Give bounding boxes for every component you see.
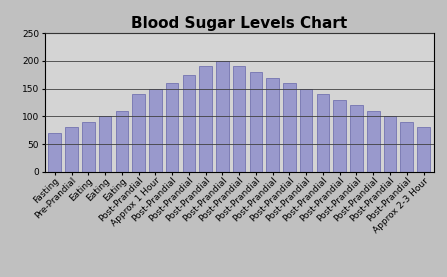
Bar [316, 94, 329, 172]
Bar [166, 83, 178, 172]
Bar [417, 127, 430, 172]
Bar [182, 75, 195, 172]
Bar [99, 116, 111, 172]
Bar [333, 100, 346, 172]
Bar [350, 105, 363, 172]
Bar [115, 111, 128, 172]
Bar [48, 133, 61, 172]
Bar [132, 94, 145, 172]
Bar [233, 66, 245, 172]
Bar [65, 127, 78, 172]
Bar [249, 72, 262, 172]
Bar [367, 111, 380, 172]
Bar [199, 66, 212, 172]
Bar [300, 89, 312, 172]
Bar [266, 78, 279, 172]
Bar [149, 89, 162, 172]
Bar [216, 61, 229, 172]
Bar [401, 122, 413, 172]
Bar [384, 116, 396, 172]
Title: Blood Sugar Levels Chart: Blood Sugar Levels Chart [131, 16, 347, 31]
Bar [82, 122, 95, 172]
Bar [283, 83, 296, 172]
